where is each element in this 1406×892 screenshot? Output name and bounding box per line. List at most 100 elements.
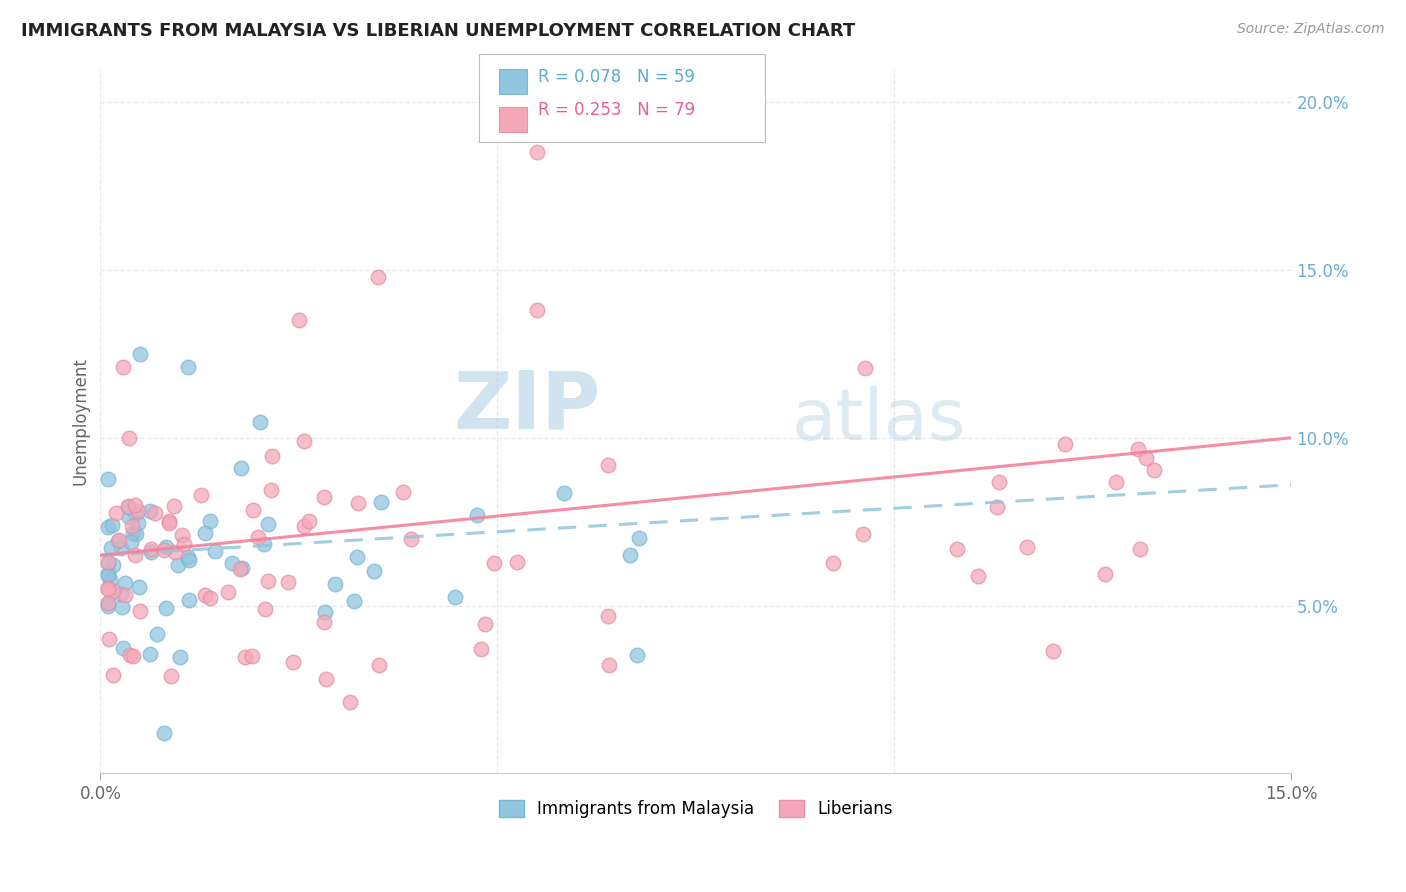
Point <box>231 560 253 574</box>
Legend: Immigrants from Malaysia, Liberians: Immigrants from Malaysia, Liberians <box>492 794 900 825</box>
Point <box>194 526 217 541</box>
Point <box>470 641 492 656</box>
Point <box>315 672 337 686</box>
Point <box>101 668 124 682</box>
Point <box>619 548 641 562</box>
Text: atlas: atlas <box>792 386 966 456</box>
Point <box>98 573 121 587</box>
Point <box>97 599 120 613</box>
Point <box>143 507 166 521</box>
Point <box>176 549 198 564</box>
Point <box>163 499 186 513</box>
Point <box>110 587 132 601</box>
Point <box>967 569 990 583</box>
Point <box>506 555 529 569</box>
Point <box>526 145 548 160</box>
Point <box>127 503 149 517</box>
Point <box>231 461 253 475</box>
Point <box>249 416 271 430</box>
Point <box>157 514 180 528</box>
Point <box>124 498 146 512</box>
Point <box>139 542 162 557</box>
Point <box>194 588 217 602</box>
Point <box>129 347 152 361</box>
Point <box>852 526 875 541</box>
Point <box>260 483 283 497</box>
Point <box>339 694 361 708</box>
Point <box>121 518 143 533</box>
Point <box>242 649 264 664</box>
Point <box>257 516 280 531</box>
Point <box>628 531 651 545</box>
Point <box>117 500 139 514</box>
Point <box>198 591 221 605</box>
Point <box>257 574 280 588</box>
Point <box>176 360 198 375</box>
Point <box>97 596 120 610</box>
Point <box>173 537 195 551</box>
Point <box>169 650 191 665</box>
Point <box>233 650 256 665</box>
Text: Source: ZipAtlas.com: Source: ZipAtlas.com <box>1237 22 1385 37</box>
Point <box>97 472 120 486</box>
Point <box>288 313 311 327</box>
Point <box>252 536 274 550</box>
Point <box>114 576 136 591</box>
Point <box>108 533 131 547</box>
Point <box>1042 644 1064 658</box>
Point <box>217 585 239 599</box>
Point <box>97 556 120 570</box>
Y-axis label: Unemployment: Unemployment <box>72 357 89 485</box>
Point <box>157 516 180 531</box>
Point <box>101 584 124 599</box>
Point <box>97 596 120 610</box>
Point <box>139 647 162 661</box>
Point <box>111 640 134 655</box>
Point <box>229 562 252 576</box>
Point <box>1128 442 1150 457</box>
Point <box>444 591 467 605</box>
Point <box>474 616 496 631</box>
Point <box>190 488 212 502</box>
Point <box>1143 463 1166 477</box>
Point <box>626 648 648 662</box>
Point <box>153 726 176 740</box>
Point <box>526 303 548 318</box>
Point <box>221 557 243 571</box>
Point <box>465 508 488 523</box>
Point <box>100 541 122 556</box>
Text: R = 0.253   N = 79: R = 0.253 N = 79 <box>538 102 696 120</box>
Point <box>200 514 222 528</box>
Point <box>128 580 150 594</box>
Point <box>482 556 505 570</box>
Text: ZIP: ZIP <box>453 368 600 446</box>
Point <box>1054 437 1077 451</box>
Point <box>101 558 124 572</box>
Point <box>120 535 142 549</box>
Point <box>101 517 124 532</box>
Point <box>946 541 969 556</box>
Point <box>1017 540 1039 554</box>
Point <box>125 527 148 541</box>
Point <box>122 649 145 664</box>
Point <box>170 528 193 542</box>
Point <box>179 593 201 607</box>
Point <box>312 615 335 629</box>
Point <box>124 549 146 563</box>
Text: IMMIGRANTS FROM MALAYSIA VS LIBERIAN UNEMPLOYMENT CORRELATION CHART: IMMIGRANTS FROM MALAYSIA VS LIBERIAN UNE… <box>21 22 855 40</box>
Point <box>323 577 346 591</box>
Point <box>363 564 385 578</box>
Point <box>160 669 183 683</box>
Point <box>314 605 336 619</box>
Point <box>165 545 187 559</box>
Point <box>97 582 120 597</box>
Point <box>118 510 141 524</box>
Point <box>104 506 127 520</box>
Point <box>1135 450 1157 465</box>
Point <box>97 566 120 581</box>
Point <box>246 529 269 543</box>
Point <box>128 604 150 618</box>
Point <box>97 567 120 582</box>
Point <box>204 544 226 558</box>
Point <box>155 540 177 554</box>
